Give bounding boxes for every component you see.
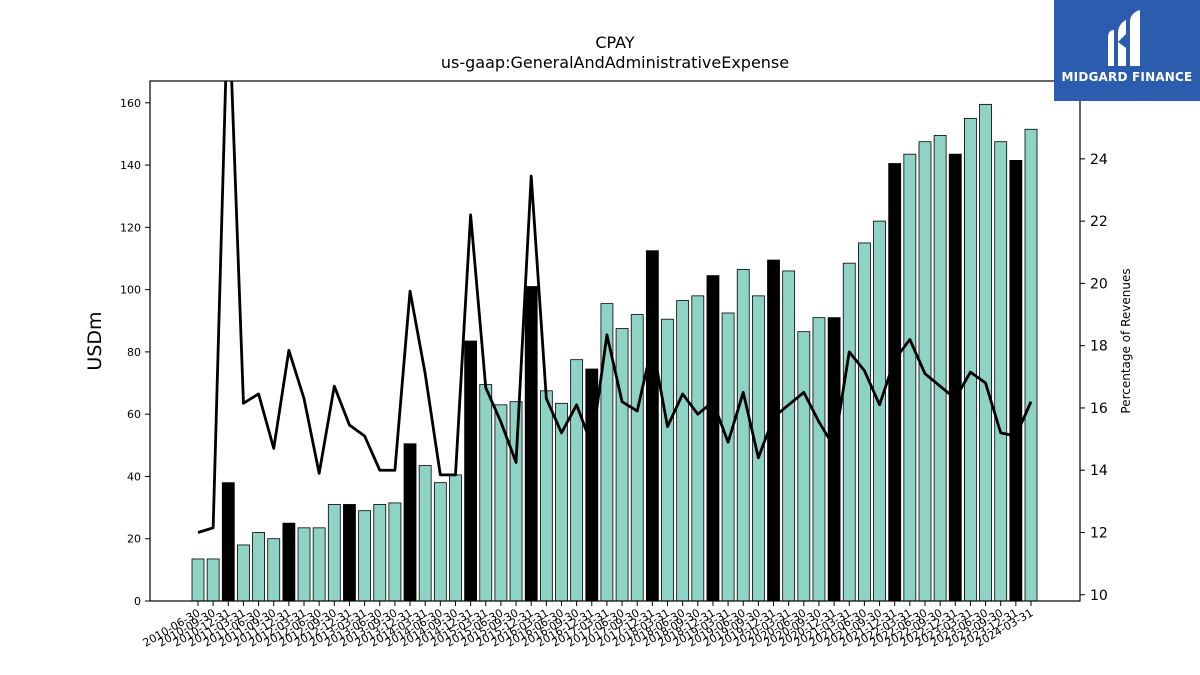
bar: [661, 318, 674, 602]
logo-text: MIDGARD FINANCE: [1061, 70, 1193, 84]
y2-tick-label: 10: [1090, 588, 1108, 604]
y2-tick-label: 16: [1090, 401, 1108, 417]
bar: [933, 135, 947, 602]
bar: [1024, 128, 1038, 602]
y-tick-label: 100: [120, 284, 141, 297]
y-axis-label: USDm: [84, 311, 106, 370]
y-tick-label: 160: [120, 97, 141, 110]
bar: [403, 443, 417, 602]
bar: [736, 268, 750, 602]
bar: [373, 504, 387, 602]
bar: [645, 250, 659, 602]
bar: [570, 359, 584, 602]
bar: [1009, 159, 1023, 602]
chart-title: CPAY: [595, 33, 635, 52]
bar: [630, 314, 644, 602]
bar: [221, 482, 235, 602]
y-tick-label: 60: [127, 408, 141, 421]
bar: [782, 270, 796, 602]
chart-subtitle: us-gaap:GeneralAndAdministrativeExpense: [441, 53, 789, 72]
bar: [979, 103, 992, 602]
bar: [358, 510, 372, 602]
y2-tick-label: 12: [1090, 525, 1108, 541]
bar: [418, 465, 432, 602]
bar: [873, 220, 886, 602]
bar: [252, 532, 265, 602]
bar: [237, 544, 250, 602]
bar: [888, 163, 902, 602]
y-tick-label: 20: [127, 533, 141, 546]
bar: [615, 328, 629, 602]
plot-frame: [149, 80, 1081, 602]
bar: [449, 474, 462, 602]
bar: [994, 141, 1008, 602]
bar: [964, 117, 977, 602]
y2-tick-label: 24: [1090, 152, 1108, 168]
y2-tick-label: 14: [1090, 463, 1108, 479]
bar: [903, 153, 917, 602]
bar: [706, 275, 720, 602]
y2-tick-label: 22: [1090, 214, 1108, 230]
bar: [327, 504, 341, 602]
bar: [388, 502, 402, 602]
bar: [479, 384, 493, 602]
bar: [191, 558, 205, 602]
bar: [433, 482, 447, 602]
y2-axis-label: Percentage of Revenues: [1119, 268, 1133, 413]
bar: [343, 504, 356, 602]
bar: [312, 527, 326, 602]
y-tick-label: 120: [120, 221, 141, 234]
bar: [297, 527, 311, 602]
bar: [282, 522, 296, 602]
y-tick-label: 40: [127, 470, 141, 483]
bar: [464, 340, 478, 602]
bar: [797, 331, 811, 602]
bar: [842, 262, 856, 602]
bar: [858, 242, 871, 602]
bar: [827, 317, 841, 602]
bar: [676, 300, 690, 602]
bar: [524, 286, 538, 602]
bar: [948, 153, 962, 602]
bar: [206, 558, 220, 602]
bar: [267, 538, 281, 602]
y2-tick-label: 18: [1090, 339, 1108, 355]
bar: [509, 401, 523, 602]
bar: [585, 368, 599, 602]
midgard-m-icon: [1108, 10, 1140, 66]
bar: [691, 295, 705, 602]
bar: [539, 390, 553, 602]
percentage-line: [197, 81, 1033, 534]
y2-tick-label: 20: [1090, 276, 1108, 292]
bar: [812, 317, 826, 602]
y-tick-label: 80: [127, 346, 141, 359]
y-tick-label: 140: [120, 159, 141, 172]
logo: MIDGARD FINANCE: [1054, 0, 1200, 101]
y-tick-label: 0: [134, 595, 141, 608]
bar: [721, 312, 735, 602]
